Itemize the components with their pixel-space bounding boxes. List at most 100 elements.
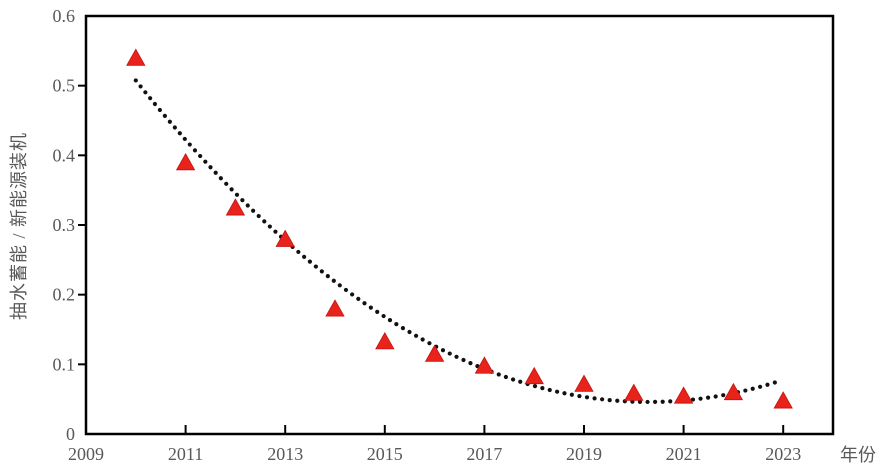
data-point-marker	[673, 386, 694, 404]
trend-line-dot	[267, 224, 272, 229]
trend-line-dot	[540, 386, 545, 391]
y-tick-label: 0.4	[53, 145, 76, 165]
trend-line-dot	[208, 165, 213, 170]
trend-line-dot	[577, 393, 582, 399]
trend-line-dot	[224, 181, 229, 186]
data-point-marker	[275, 229, 295, 247]
trend-line-dot	[698, 396, 703, 401]
trend-line-dot	[407, 329, 412, 335]
trend-line-dot	[157, 107, 163, 113]
trend-line-dot	[394, 322, 399, 327]
trend-line-dot	[187, 142, 192, 147]
trend-line-dot	[350, 292, 355, 297]
trend-line-dot	[454, 354, 459, 359]
trend-line-dot	[569, 392, 574, 397]
data-point-marker	[624, 383, 644, 401]
data-point-marker	[474, 356, 495, 374]
trend-line-dot	[319, 269, 324, 274]
trend-line-dot	[229, 187, 234, 192]
trend-line-dot	[192, 148, 198, 153]
trend-line-dot	[162, 113, 167, 118]
trend-line-dot	[400, 326, 406, 331]
trend-line-dot	[177, 131, 182, 136]
trend-line-dot	[148, 96, 153, 101]
trend-line-dot	[172, 125, 177, 130]
trend-line-dot	[750, 386, 755, 391]
trend-line-dot	[234, 192, 240, 197]
trend-line-dot	[325, 274, 330, 279]
data-point-marker	[325, 299, 345, 317]
y-tick-label: 0.2	[53, 285, 76, 305]
trend-line-dot	[668, 399, 673, 404]
trend-line-dot	[503, 374, 509, 380]
trend-line-dot	[302, 254, 307, 259]
x-tick-label: 2023	[765, 444, 801, 464]
trend-line-dot	[765, 382, 770, 387]
data-point-marker	[524, 366, 544, 385]
trend-line-dot	[167, 119, 172, 124]
trend-line-dot	[447, 351, 452, 356]
trend-line-dot	[203, 159, 208, 164]
trend-line-dot	[562, 391, 567, 396]
trend-line-dot	[296, 249, 301, 255]
x-tick-label: 2009	[68, 444, 104, 464]
data-point-marker	[175, 152, 196, 171]
data-point-marker	[375, 332, 395, 350]
x-tick-label: 2011	[168, 444, 203, 464]
y-tick-label: 0.5	[53, 76, 76, 96]
trend-line-dot	[743, 388, 748, 393]
x-tick-label: 2017	[466, 444, 502, 464]
trend-line-dot	[213, 170, 218, 175]
trend-line-dot	[240, 198, 245, 203]
trend-line-dot	[510, 377, 516, 382]
trend-line-dot	[420, 337, 425, 342]
trend-line-dot	[496, 372, 501, 377]
trend-line-dot	[307, 259, 313, 264]
data-point-marker	[574, 374, 594, 392]
data-point-marker	[723, 382, 744, 401]
trend-line-dot	[245, 203, 250, 208]
trend-line-dot	[584, 395, 590, 400]
x-tick-label: 2021	[666, 444, 702, 464]
trend-line-dot	[532, 384, 538, 389]
trend-line-dot	[468, 361, 473, 366]
trend-line-dot	[600, 397, 605, 402]
trend-line-dot	[331, 278, 336, 283]
trend-line-dot	[256, 213, 261, 219]
trend-line-dot	[368, 305, 373, 310]
trend-line-dot	[387, 318, 393, 323]
trend-line-dot	[218, 176, 223, 181]
trend-line-dot	[547, 387, 552, 393]
trend-line-dot	[607, 397, 612, 403]
data-point-marker	[126, 48, 146, 66]
axis-frame	[84, 14, 835, 436]
trend-line-dot	[440, 348, 446, 353]
data-point-marker	[773, 391, 793, 409]
data-point-marker	[424, 344, 445, 362]
trend-line-dot	[772, 380, 777, 385]
x-axis-title: 年份	[840, 445, 876, 465]
trend-line-dot	[615, 398, 620, 403]
trend-line-dot	[721, 393, 726, 398]
trend-line-dot	[182, 136, 187, 142]
trend-line-dot	[313, 264, 318, 269]
trend-line-dot	[362, 301, 367, 306]
y-tick-label: 0.6	[53, 6, 76, 26]
trend-line-dot	[198, 153, 203, 159]
y-tick-label: 0	[66, 424, 75, 444]
trend-line-dot	[273, 229, 278, 234]
trend-line-dot	[706, 395, 711, 400]
trend-line-dot	[427, 341, 432, 346]
x-tick-label: 2013	[267, 444, 303, 464]
trend-line-dot	[592, 396, 597, 401]
y-tick-label: 0.3	[53, 215, 76, 235]
trend-line-dot	[343, 287, 349, 293]
trend-line-dot	[645, 399, 650, 405]
trend-line-dot	[152, 101, 158, 107]
trend-line-dot	[375, 309, 380, 314]
trend-line-dot	[461, 357, 466, 363]
trend-line-dot	[413, 333, 419, 338]
trend-line-dot	[660, 399, 665, 404]
